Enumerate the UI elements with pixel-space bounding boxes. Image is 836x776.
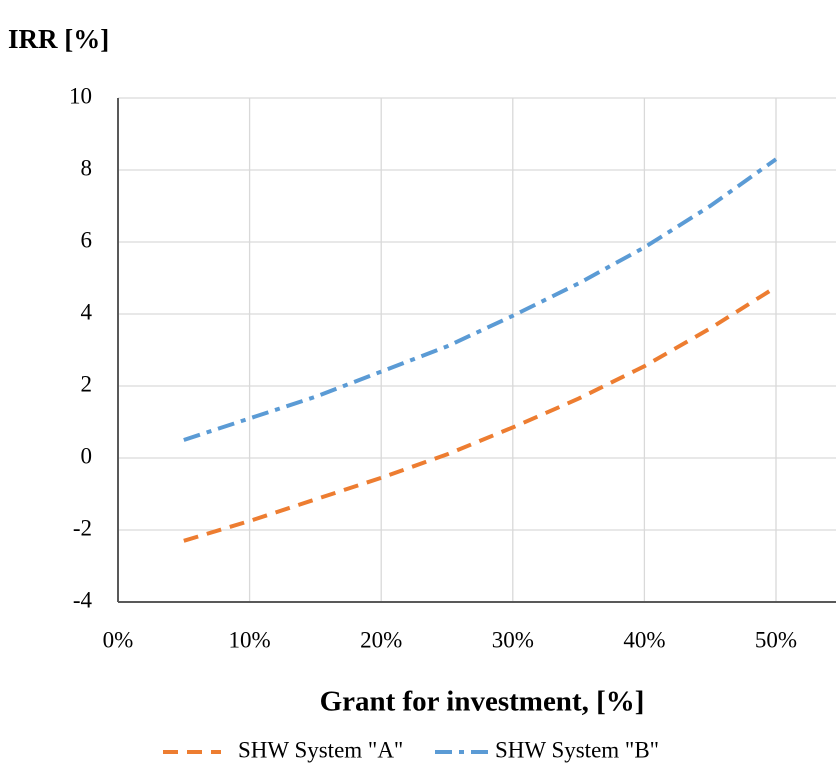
y-tick-label: 0 <box>81 443 93 468</box>
legend-label: SHW System "B" <box>495 737 659 762</box>
y-axis-title: IRR [%] <box>8 24 109 54</box>
series-line <box>183 157 778 442</box>
x-tick-label: 10% <box>229 627 271 652</box>
x-axis-title: Grant for investment, [%] <box>320 686 645 718</box>
x-tick-label: 40% <box>623 627 665 652</box>
y-tick-label: 8 <box>81 155 93 180</box>
legend-label: SHW System "A" <box>238 737 403 762</box>
y-tick-label: -4 <box>73 587 93 612</box>
x-tick-label: 30% <box>492 627 534 652</box>
y-tick-label: 6 <box>81 227 93 252</box>
x-tick-label: 50% <box>755 627 797 652</box>
x-tick-label: 0% <box>103 627 134 652</box>
x-tick-label: 20% <box>360 627 402 652</box>
y-tick-label: 2 <box>81 371 93 396</box>
y-tick-label: 4 <box>81 299 93 324</box>
y-tick-label: -2 <box>73 515 92 540</box>
series-line <box>183 285 778 543</box>
y-tick-label: 10 <box>69 83 92 108</box>
